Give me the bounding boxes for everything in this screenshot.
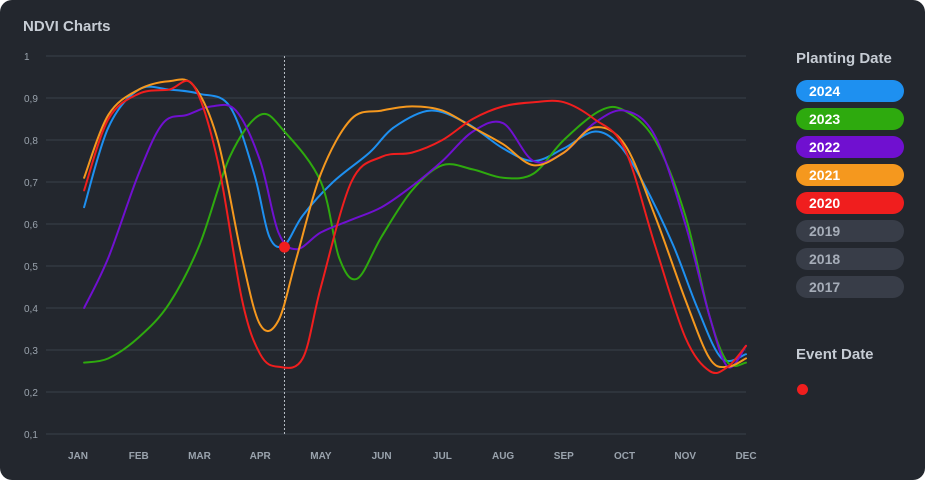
x-tick-label: MAR [188, 451, 212, 462]
legend-item-2020[interactable]: 2020 [796, 192, 904, 214]
series-line-2020 [83, 79, 747, 375]
legend-item-2024[interactable]: 2024 [796, 80, 904, 102]
event-title: Event Date [796, 346, 874, 363]
y-tick-label: 0,5 [24, 262, 38, 273]
y-tick-label: 0,2 [24, 388, 38, 399]
legend-item-2021[interactable]: 2021 [796, 164, 904, 186]
x-tick-label: SEP [554, 451, 574, 462]
y-tick-label: 1 [24, 52, 30, 63]
x-tick-label: DEC [735, 451, 756, 462]
x-tick-label: FEB [129, 451, 149, 462]
series-line-2022 [83, 103, 747, 369]
x-tick-label: MAY [310, 451, 332, 462]
series-line-2023 [83, 105, 747, 367]
y-tick-label: 0,9 [24, 94, 38, 105]
x-tick-label: JUN [372, 451, 392, 462]
x-tick-label: JUL [433, 451, 452, 462]
legend-title: Planting Date [796, 50, 892, 67]
y-tick-label: 0,3 [24, 346, 38, 357]
legend-items: 2024 2023 2022 2021 2020 2019 2018 2017 [796, 80, 906, 298]
y-tick-label: 0,1 [24, 430, 38, 441]
legend-item-2023[interactable]: 2023 [796, 108, 904, 130]
legend-item-2019[interactable]: 2019 [796, 220, 904, 242]
event-dot-icon [797, 384, 808, 395]
legend-item-2018[interactable]: 2018 [796, 248, 904, 270]
event-marker [278, 241, 290, 253]
x-tick-label: APR [250, 451, 272, 462]
x-tick-label: JAN [68, 451, 88, 462]
chart-title: NDVI Charts [23, 18, 111, 35]
y-tick-label: 0,4 [24, 304, 38, 315]
legend-item-2022[interactable]: 2022 [796, 136, 904, 158]
x-tick-label: OCT [614, 451, 635, 462]
x-tick-label: NOV [674, 451, 696, 462]
y-tick-label: 0,8 [24, 136, 38, 147]
y-tick-label: 0,7 [24, 178, 38, 189]
x-tick-label: AUG [492, 451, 514, 462]
legend-item-2017[interactable]: 2017 [796, 276, 904, 298]
legend-event-date: Event Date [796, 344, 874, 395]
y-tick-label: 0,6 [24, 220, 38, 231]
legend-planting-date: Planting Date 2024 2023 2022 2021 2020 2019 20… [796, 48, 906, 304]
